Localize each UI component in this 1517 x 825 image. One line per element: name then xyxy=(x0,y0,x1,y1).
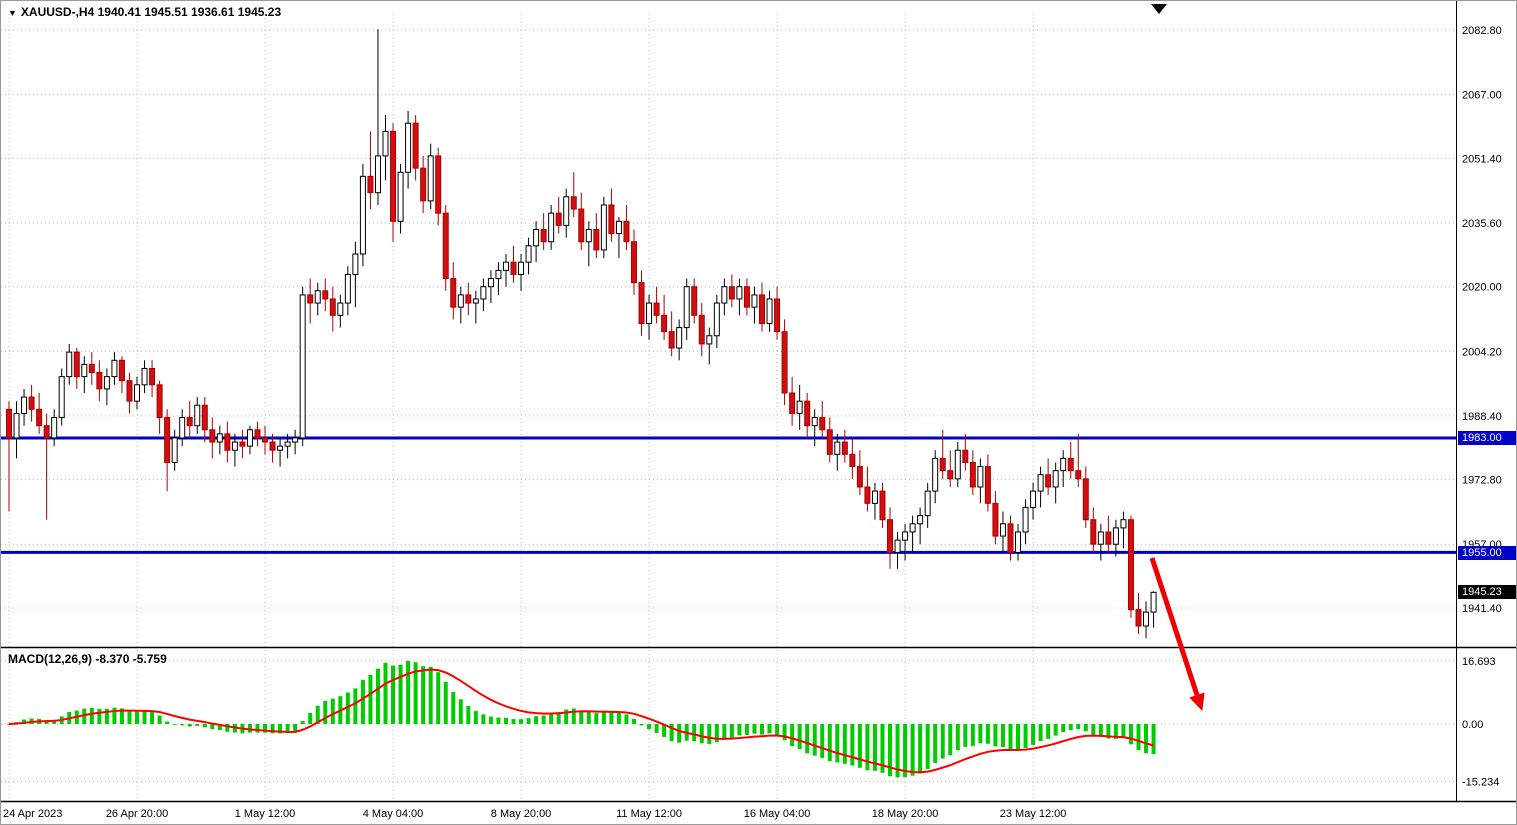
svg-text:0.00: 0.00 xyxy=(1462,719,1483,731)
macd-indicator-label: MACD(12,26,9) -8.370 -5.759 xyxy=(8,652,167,666)
symbol-info: ▼ XAUUSD-,H4 1940.41 1945.51 1936.61 1945… xyxy=(8,5,281,19)
symbol-timeframe-label: XAUUSD-,H4 xyxy=(20,5,95,19)
svg-text:8 May 20:00: 8 May 20:00 xyxy=(491,808,552,820)
svg-text:16 May 04:00: 16 May 04:00 xyxy=(744,808,811,820)
svg-text:1 May 12:00: 1 May 12:00 xyxy=(235,808,296,820)
svg-text:1941.40: 1941.40 xyxy=(1462,603,1502,615)
grid-lines xyxy=(1,14,1456,801)
svg-text:2051.40: 2051.40 xyxy=(1462,153,1502,165)
svg-text:11 May 12:00: 11 May 12:00 xyxy=(616,808,682,820)
svg-text:2067.00: 2067.00 xyxy=(1462,90,1502,102)
svg-text:2004.20: 2004.20 xyxy=(1462,346,1502,358)
time-axis[interactable]: 24 Apr 2023 26 Apr 20:00 1 May 12:00 4 May … xyxy=(3,808,1066,820)
svg-text:16.693: 16.693 xyxy=(1462,656,1496,668)
current-price-tag: 1945.23 xyxy=(1458,585,1516,599)
price-axis[interactable]: 2082.80 2067.00 2051.40 2035.60 2020.00 2004.… xyxy=(1462,25,1502,788)
ohlc-values-label: 1940.41 1945.51 1936.61 1945.23 xyxy=(97,5,282,19)
one-click-trading-arrow[interactable]: ▼ xyxy=(8,8,17,18)
chart-shift-marker-icon[interactable] xyxy=(1151,4,1167,14)
svg-text:26 Apr 20:00: 26 Apr 20:00 xyxy=(106,808,168,820)
svg-text:2082.80: 2082.80 xyxy=(1462,25,1502,37)
macd-values: -8.370 -5.759 xyxy=(95,652,167,666)
svg-text:4 May 04:00: 4 May 04:00 xyxy=(363,808,424,820)
macd-name: MACD(12,26,9) xyxy=(8,652,93,666)
horizontal-price-lines[interactable] xyxy=(1,436,1456,554)
macd-signal-line xyxy=(8,668,1154,774)
svg-text:2020.00: 2020.00 xyxy=(1462,282,1502,294)
svg-text:-15.234: -15.234 xyxy=(1462,776,1499,788)
svg-text:24 Apr 2023: 24 Apr 2023 xyxy=(3,808,62,820)
macd-histogram xyxy=(7,661,1156,778)
svg-text:1972.80: 1972.80 xyxy=(1462,475,1502,487)
candlestick-series xyxy=(6,29,1157,639)
resistance-line-price-tag[interactable]: 1983.00 xyxy=(1458,431,1516,445)
down-arrow-annotation[interactable] xyxy=(1149,557,1205,712)
svg-text:23 May 12:00: 23 May 12:00 xyxy=(1000,808,1067,820)
support-line-price-tag[interactable]: 1955.00 xyxy=(1458,546,1516,560)
svg-text:18 May 20:00: 18 May 20:00 xyxy=(872,808,939,820)
svg-text:1988.40: 1988.40 xyxy=(1462,411,1502,423)
svg-text:2035.60: 2035.60 xyxy=(1462,218,1502,230)
